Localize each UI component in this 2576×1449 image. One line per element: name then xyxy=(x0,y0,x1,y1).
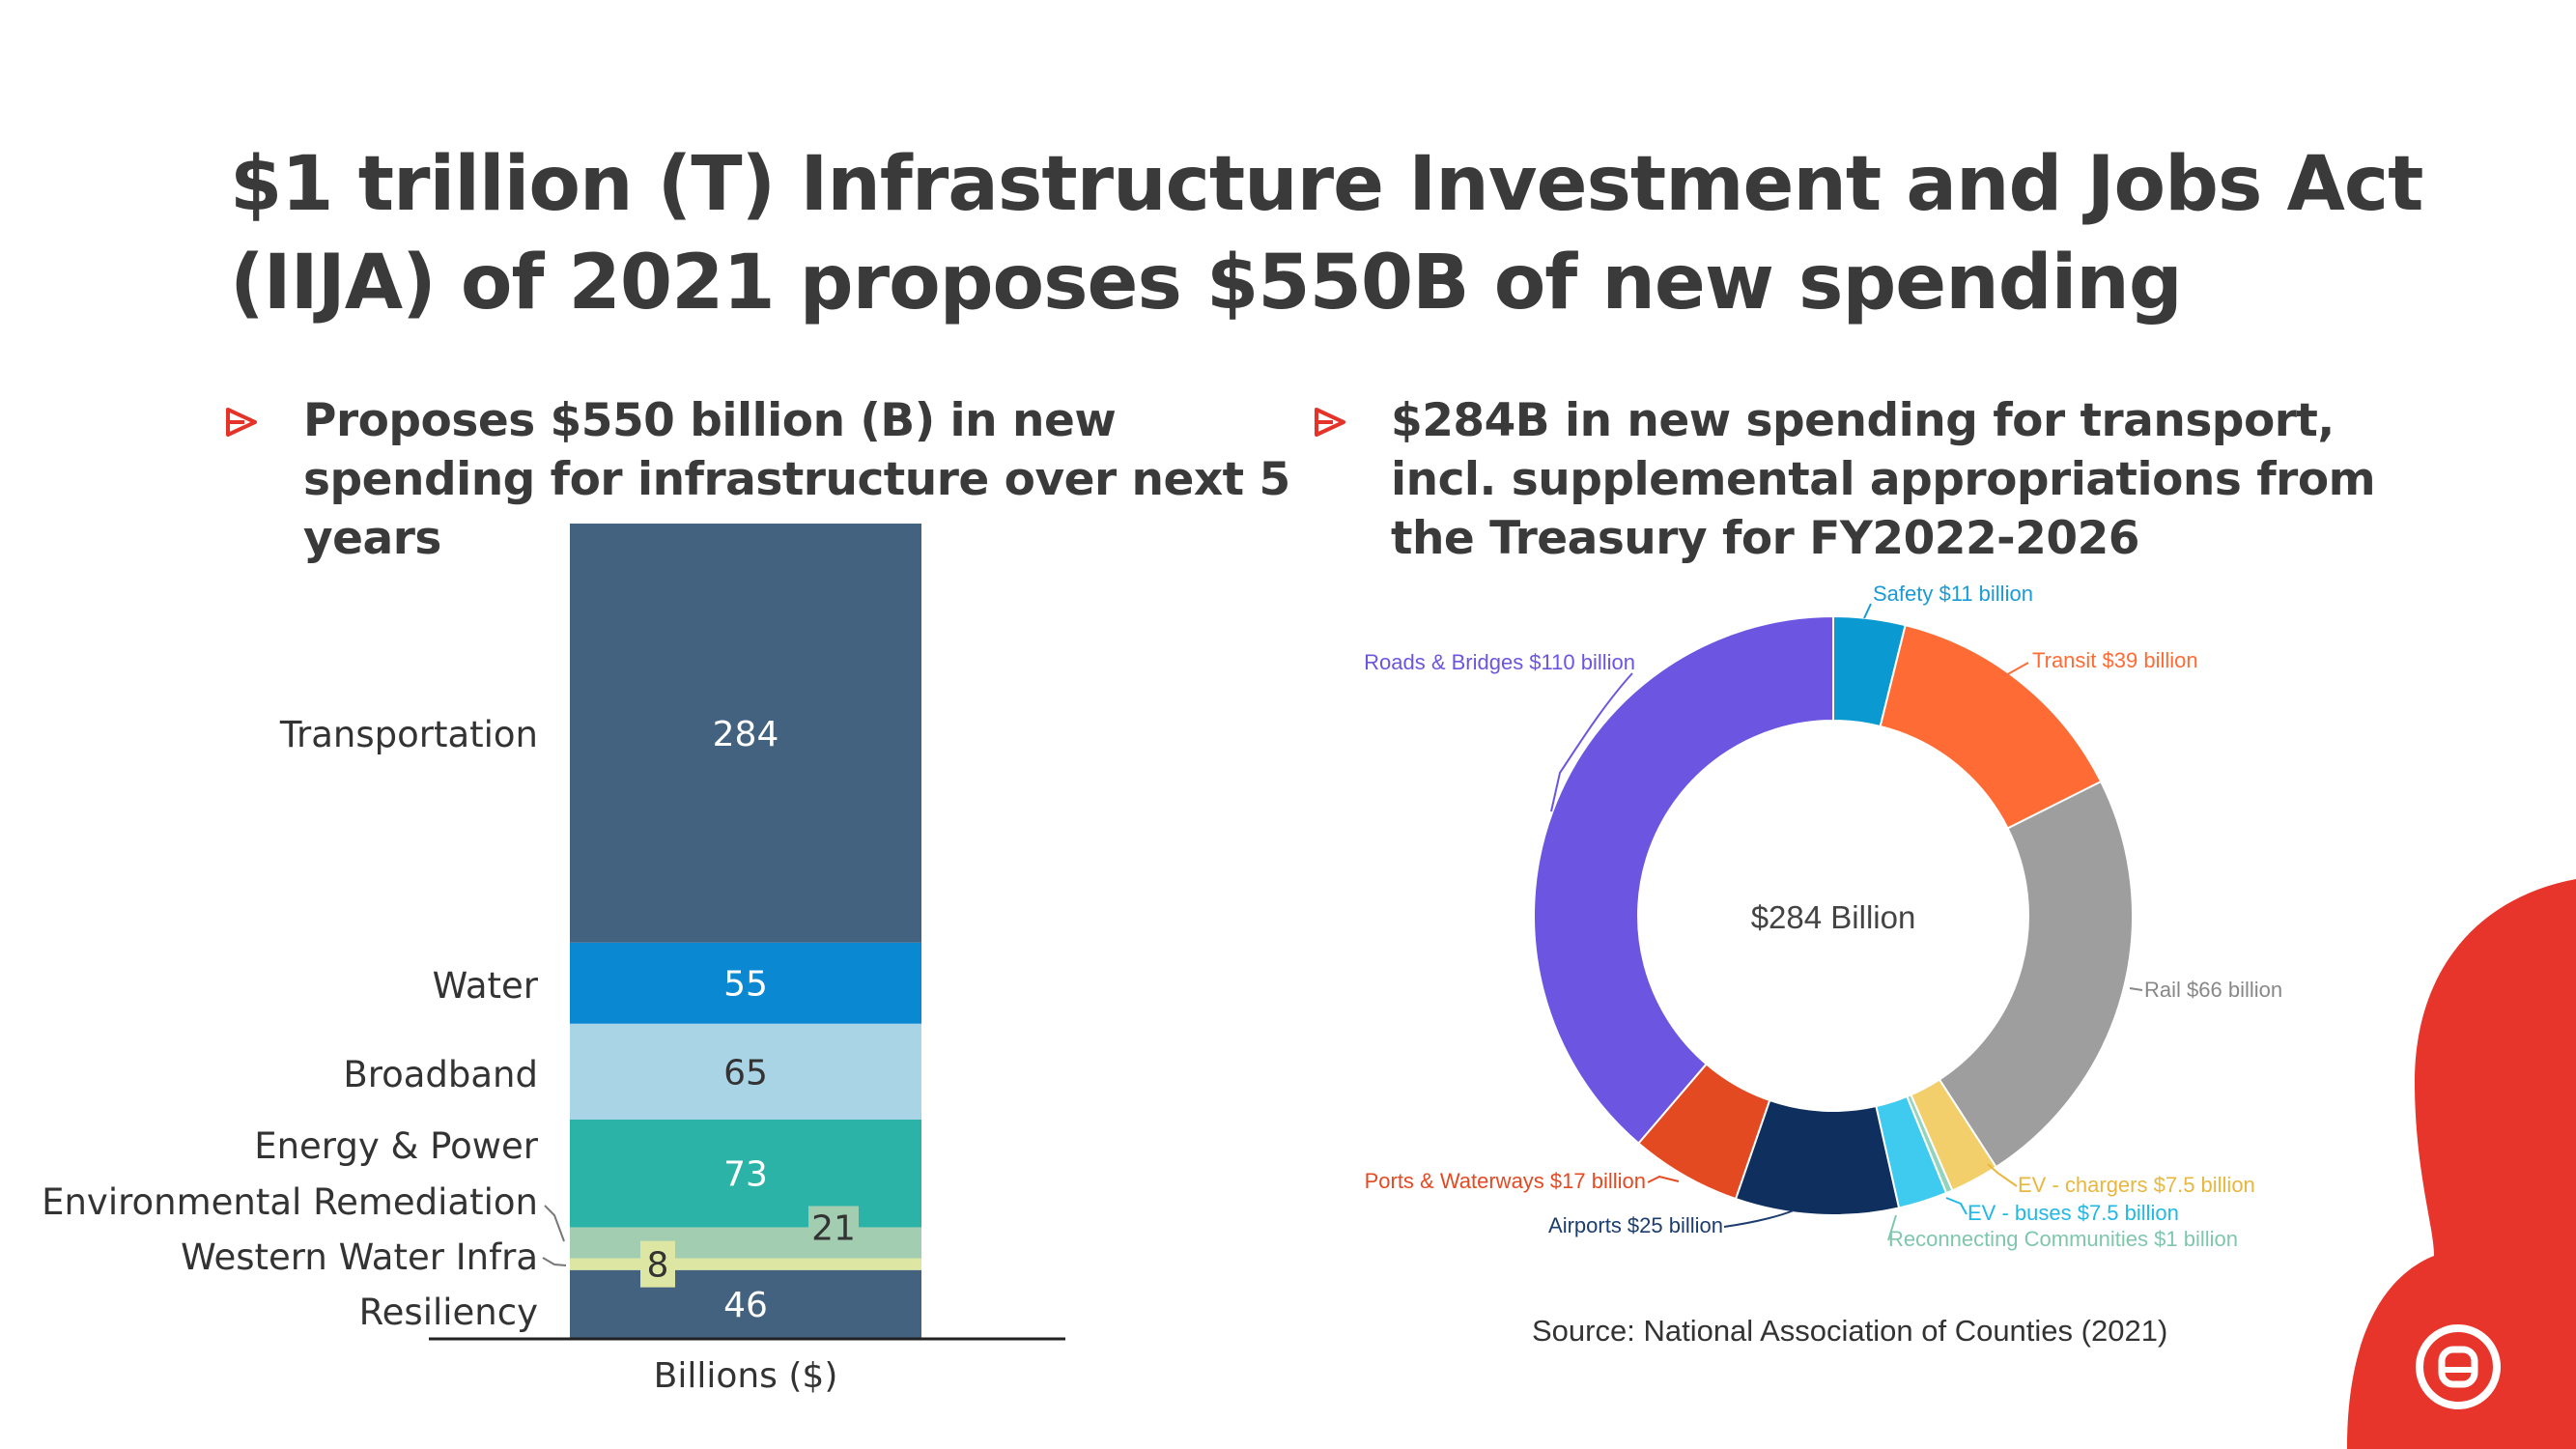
donut-leader-line xyxy=(1723,1209,1795,1228)
leader-line xyxy=(542,1257,567,1266)
donut-slice-label: Reconnecting Communities $1 billion xyxy=(1888,1227,2238,1251)
category-label: Broadband xyxy=(343,1054,538,1095)
donut-leader-line xyxy=(2129,987,2143,991)
x-axis-label: Billions ($) xyxy=(654,1356,838,1396)
right-bullet-line-3: the Treasury for FY2022-2026 xyxy=(1391,512,2140,565)
bar-value-label: 8 xyxy=(647,1246,669,1286)
donut-slice-label: EV - chargers $7.5 billion xyxy=(2018,1173,2255,1197)
donut-slice-label: Airports $25 billion xyxy=(1548,1213,1723,1237)
page-title-line-2: (IIJA) of 2021 proposes $550B of new spe… xyxy=(230,240,2183,327)
left-bullet-line-1: Proposes $550 billion (B) in new xyxy=(303,394,1117,447)
bar-value-label: 73 xyxy=(723,1155,768,1195)
bar-segment-broadband xyxy=(570,1023,921,1120)
bar-segment-environmental-remediation xyxy=(570,1227,921,1259)
donut-slice-label: EV - buses $7.5 billion xyxy=(1967,1201,2179,1225)
donut-slice-roads-bridges xyxy=(1533,614,1834,1145)
bar-value-label: 21 xyxy=(811,1208,856,1248)
category-label: Energy & Power xyxy=(254,1125,539,1167)
bar-segment-energy-power xyxy=(570,1119,921,1228)
donut-leader-line xyxy=(2003,662,2029,677)
category-label: Water xyxy=(433,965,539,1007)
donut-slice-label: Roads & Bridges $110 billion xyxy=(1364,650,1635,674)
bullet-arrow-icon xyxy=(1315,408,1345,437)
category-label: Environmental Remediation xyxy=(42,1181,538,1223)
bullet-arrow-icon xyxy=(226,408,257,437)
donut-leader-line xyxy=(1647,1175,1680,1183)
donut-slice-label: Safety $11 billion xyxy=(1873,582,2033,606)
left-bullet-line-3: years xyxy=(303,512,441,565)
category-label: Resiliency xyxy=(359,1292,538,1333)
brand-logo-icon xyxy=(2416,1324,2501,1409)
leader-line xyxy=(544,1205,565,1242)
donut-slice-label: Ports & Waterways $17 billion xyxy=(1365,1169,1646,1193)
bar-value-badge xyxy=(808,1206,859,1251)
right-bullet-line-1: $284B in new spending for transport, xyxy=(1391,394,2335,447)
category-label: Western Water Infra xyxy=(181,1236,538,1278)
source-note: Source: National Association of Counties… xyxy=(1532,1314,2168,1348)
category-label: Transportation xyxy=(279,714,538,755)
bar-segment-transportation xyxy=(570,524,921,943)
donut-leader-line xyxy=(1863,603,1872,619)
donut-slice-label: Transit $39 billion xyxy=(2032,648,2198,672)
donut-center-label: $284 Billion xyxy=(1751,899,1916,935)
donut-slice-label: Rail $66 billion xyxy=(2144,978,2282,1002)
bar-value-label: 55 xyxy=(723,965,768,1005)
donut-leader-line xyxy=(1887,1214,1897,1241)
donut-leader-line xyxy=(1945,1197,1967,1215)
donut-leader-line xyxy=(1987,1163,2018,1187)
bar-value-label: 284 xyxy=(713,715,779,754)
brand-red-shape xyxy=(2347,879,2576,1449)
bar-value-label: 46 xyxy=(723,1286,768,1325)
page-title: $1 trillion (T) Infrastructure Investmen… xyxy=(230,135,2423,332)
right-bullet-text: $284B in new spending for transport, inc… xyxy=(1391,391,2376,568)
bar-value-badge xyxy=(640,1240,675,1288)
bar-segment-resiliency xyxy=(570,1269,921,1338)
donut-slice-rail xyxy=(1938,780,2134,1169)
bar-segment-water xyxy=(570,942,921,1024)
left-bullet-line-2: spending for infrastructure over next 5 xyxy=(303,453,1290,506)
bar-value-label: 65 xyxy=(723,1053,768,1093)
donut-leader-line xyxy=(1550,672,1633,812)
left-bullet-text: Proposes $550 billion (B) in new spendin… xyxy=(303,391,1290,568)
page-title-line-1: $1 trillion (T) Infrastructure Investmen… xyxy=(230,141,2423,228)
right-bullet-line-2: incl. supplemental appropriations from xyxy=(1391,453,2376,506)
